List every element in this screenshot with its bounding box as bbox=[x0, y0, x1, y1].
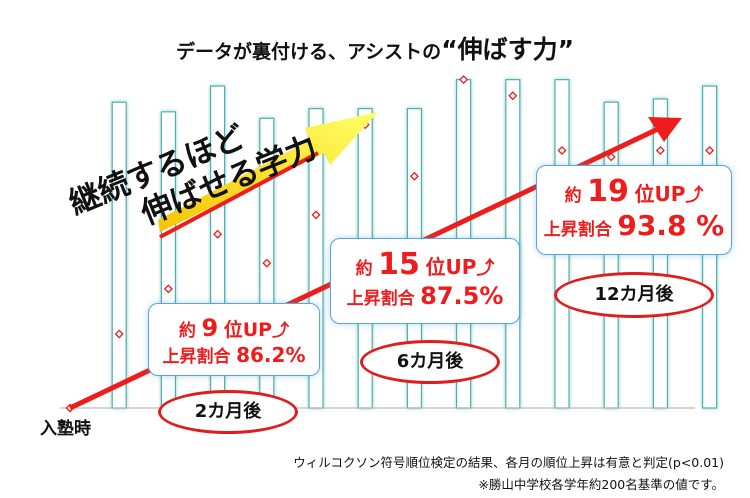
period-oval-3: 12カ月後 bbox=[554, 272, 714, 318]
bar-1 bbox=[111, 101, 127, 409]
up-arrow-icon: ⤴ bbox=[476, 258, 495, 279]
point-13 bbox=[705, 145, 715, 155]
milestone-box-1: 約 9 位UP⤴ 上昇割合 86.2% bbox=[148, 303, 320, 376]
point-12 bbox=[655, 145, 665, 155]
milestone-rank: 19 bbox=[587, 174, 629, 209]
page-title: データが裏付ける、アシストの“伸ばす力” bbox=[0, 30, 750, 66]
point-7 bbox=[409, 171, 419, 181]
milestone-prefix: 約 bbox=[178, 321, 196, 341]
point-5 bbox=[311, 210, 321, 220]
point-9 bbox=[508, 91, 518, 101]
point-11 bbox=[606, 152, 616, 162]
milestone-rank: 9 bbox=[201, 314, 219, 342]
milestone-box-2: 約 15 位UP⤴ 上昇割合 87.5% bbox=[330, 238, 520, 324]
trend-arrow-head bbox=[648, 117, 682, 142]
point-3 bbox=[213, 229, 223, 239]
ratio-value: 87.5% bbox=[420, 282, 504, 310]
point-4 bbox=[262, 258, 272, 268]
milestone-prefix: 約 bbox=[564, 186, 582, 206]
milestone-suffix: 位UP bbox=[223, 319, 273, 341]
title-emphasis: “伸ばす力” bbox=[441, 35, 575, 64]
footnote-test: ウィルコクソン符号順位検定の結果、各月の順位上昇は有意と判定(p<0.01) bbox=[293, 455, 724, 470]
up-arrow-icon: ⤴ bbox=[272, 321, 290, 341]
origin-label: 入塾時 bbox=[40, 419, 91, 439]
point-1 bbox=[114, 329, 124, 339]
milestone-suffix: 位UP bbox=[425, 255, 477, 279]
milestone-suffix: 位UP bbox=[634, 182, 686, 206]
point-2 bbox=[163, 284, 173, 294]
slogan-arrow-underline bbox=[159, 151, 319, 239]
ratio-value: 93.8 % bbox=[617, 209, 725, 242]
milestone-prefix: 約 bbox=[355, 259, 373, 279]
point-10 bbox=[557, 145, 567, 155]
ratio-label: 上昇割合 bbox=[162, 347, 231, 367]
ratio-label: 上昇割合 bbox=[346, 289, 415, 309]
ratio-label: 上昇割合 bbox=[543, 220, 612, 240]
slogan-arrow bbox=[158, 112, 378, 232]
title-main: データが裏付ける、アシストの bbox=[175, 41, 442, 63]
milestone-rank: 15 bbox=[378, 247, 420, 282]
up-arrow-icon: ⤴ bbox=[685, 185, 704, 206]
milestone-box-3: 約 19 位UP⤴ 上昇割合 93.8 % bbox=[536, 165, 732, 255]
period-oval-2: 6カ月後 bbox=[360, 340, 500, 384]
period-oval-1: 2カ月後 bbox=[158, 390, 298, 434]
point-8 bbox=[459, 75, 469, 85]
footnote-basis: ※勝山中学校各学年約200名基準の値です。 bbox=[478, 477, 724, 492]
ratio-value: 86.2% bbox=[236, 343, 306, 367]
